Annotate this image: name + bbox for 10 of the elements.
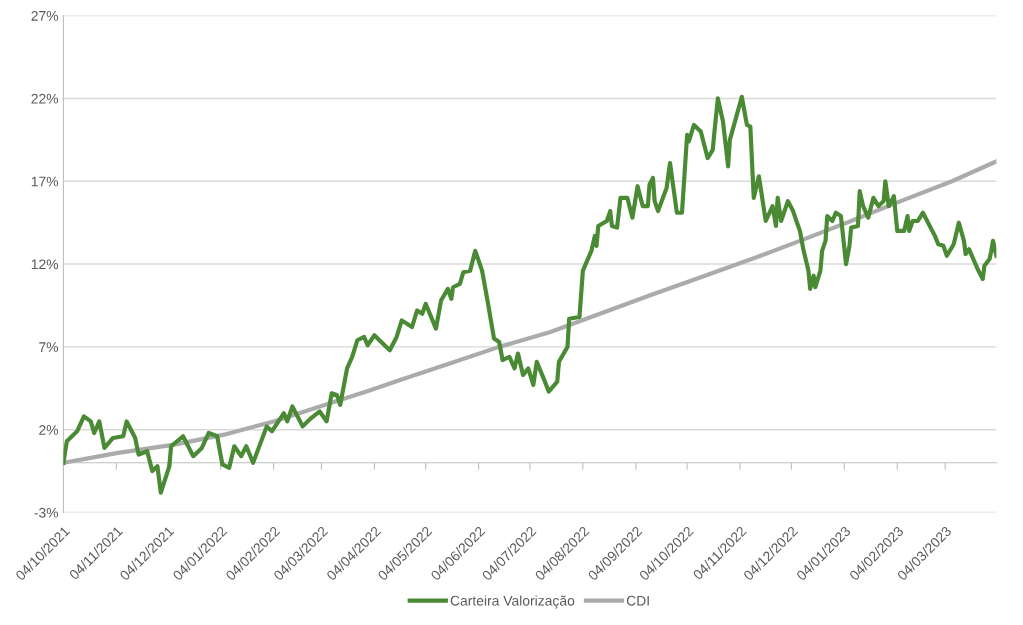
y-tick-label: 22% — [31, 93, 59, 104]
y-tick-label: 17% — [31, 176, 59, 187]
y-tick-label: 12% — [31, 259, 59, 270]
legend-label: Carteira Valorização — [450, 595, 575, 609]
y-tick-label: 27% — [31, 10, 59, 21]
legend-label: CDI — [626, 595, 649, 606]
line-series — [63, 94, 997, 495]
y-tick-label: 7% — [39, 342, 59, 352]
y-tick-label: -3% — [34, 507, 59, 518]
y-tick-label: 2% — [39, 425, 59, 435]
